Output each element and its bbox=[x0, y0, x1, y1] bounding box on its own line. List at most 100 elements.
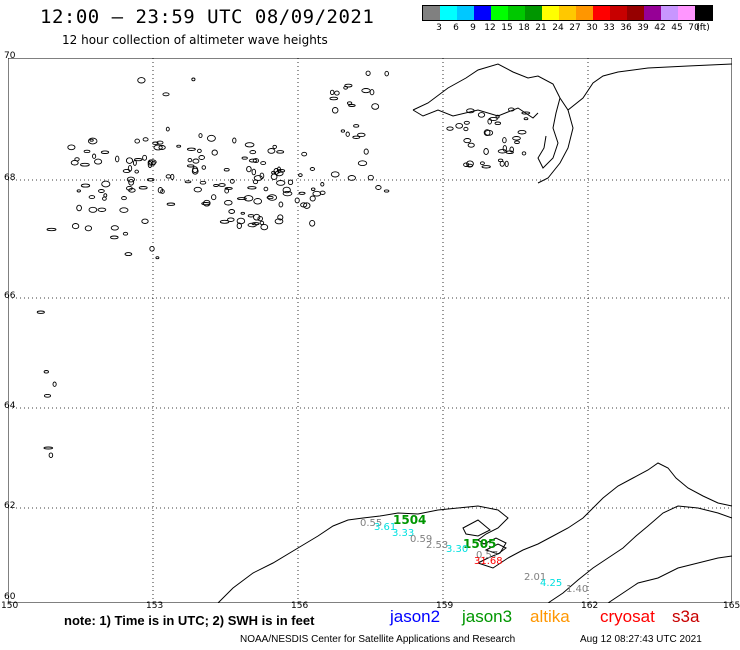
lake bbox=[463, 138, 472, 144]
lake bbox=[294, 197, 300, 204]
lake bbox=[502, 137, 507, 144]
lake bbox=[191, 167, 199, 175]
lake bbox=[122, 168, 131, 174]
timestamp: Aug 12 08:27:43 UTC 2021 bbox=[580, 634, 702, 645]
legend-swatch bbox=[576, 6, 593, 20]
lake bbox=[244, 142, 255, 148]
latitude-label: 60 bbox=[4, 592, 16, 602]
pass-id-label: 1504 bbox=[393, 513, 426, 527]
lake bbox=[126, 176, 135, 183]
lake bbox=[249, 150, 257, 155]
lake bbox=[514, 140, 520, 144]
legend-swatch bbox=[610, 6, 627, 20]
latitude-label: 62 bbox=[4, 501, 16, 511]
lake bbox=[345, 131, 350, 137]
legend-label: 30 bbox=[586, 23, 598, 33]
lake bbox=[487, 118, 492, 125]
lake bbox=[184, 180, 192, 184]
latitude-label: 64 bbox=[4, 401, 16, 411]
legend-swatch bbox=[457, 6, 474, 20]
lake bbox=[276, 166, 282, 174]
lake bbox=[272, 144, 277, 149]
lake bbox=[110, 225, 119, 231]
lake bbox=[276, 150, 285, 154]
lake bbox=[477, 112, 486, 118]
legend-label: 15 bbox=[501, 23, 513, 33]
lake bbox=[142, 137, 149, 142]
lake bbox=[88, 195, 96, 200]
map-title: 12:00 – 23:59 UTC 08/09/2021 bbox=[40, 6, 375, 28]
lake bbox=[331, 107, 339, 114]
lake bbox=[357, 160, 368, 167]
legend-swatch bbox=[644, 6, 661, 20]
lake bbox=[157, 187, 164, 194]
lake bbox=[246, 165, 252, 173]
lake bbox=[329, 89, 335, 96]
lake bbox=[497, 149, 508, 154]
footer-note: note: 1) Time is in UTC; 2) SWH is in fe… bbox=[64, 613, 315, 628]
lake bbox=[483, 129, 491, 136]
lake bbox=[89, 138, 94, 142]
lake bbox=[481, 165, 491, 169]
lake bbox=[43, 446, 54, 450]
lake bbox=[303, 202, 311, 209]
lake bbox=[36, 310, 45, 314]
lake bbox=[186, 164, 195, 168]
lake bbox=[329, 96, 339, 101]
lake bbox=[274, 218, 284, 225]
lake bbox=[192, 158, 200, 164]
lake bbox=[276, 180, 286, 186]
lake bbox=[260, 223, 269, 231]
lake bbox=[76, 189, 81, 193]
lake bbox=[352, 135, 361, 139]
lake bbox=[87, 137, 98, 145]
lake bbox=[211, 194, 217, 201]
lake bbox=[211, 149, 218, 156]
lake bbox=[228, 209, 236, 214]
lake bbox=[375, 185, 382, 190]
lake bbox=[201, 165, 207, 170]
lake bbox=[115, 155, 120, 163]
kenai-coast bbox=[217, 505, 509, 603]
satellite-label-altika: altika bbox=[530, 607, 570, 626]
legend-label: 45 bbox=[671, 23, 683, 33]
lake bbox=[243, 195, 254, 202]
lake bbox=[162, 92, 170, 97]
lake bbox=[251, 168, 257, 176]
lake bbox=[232, 137, 237, 144]
lake bbox=[146, 178, 155, 182]
lake bbox=[384, 70, 389, 77]
legend-label: (ft) bbox=[696, 23, 710, 33]
longitude-label: 150 bbox=[1, 601, 19, 611]
lake bbox=[466, 108, 475, 114]
lake bbox=[252, 179, 259, 185]
lake bbox=[97, 207, 107, 212]
lake bbox=[344, 83, 353, 88]
kodiak-coast bbox=[607, 555, 732, 603]
lake bbox=[483, 148, 489, 155]
lake bbox=[192, 166, 199, 174]
legend-label: 6 bbox=[453, 23, 459, 33]
lake bbox=[187, 157, 193, 163]
lake bbox=[466, 163, 474, 168]
kotzebue-sound bbox=[537, 97, 561, 169]
lake bbox=[142, 154, 148, 161]
lakes bbox=[36, 70, 531, 458]
lake bbox=[74, 157, 80, 162]
lake bbox=[134, 169, 139, 174]
legend-label: 24 bbox=[552, 23, 564, 33]
lake bbox=[446, 126, 454, 131]
lake bbox=[253, 198, 263, 205]
lake bbox=[251, 222, 260, 226]
lake bbox=[253, 175, 263, 181]
wave-height-value: 0.57 bbox=[476, 550, 498, 561]
lake bbox=[253, 213, 261, 221]
legend-labels: 3 6 9 12 15 18 21 24 27 30 33 36 39 42 45 70 (ft) bbox=[422, 21, 713, 35]
legend-color-bar bbox=[422, 5, 713, 21]
legend-label: 18 bbox=[518, 23, 530, 33]
lake bbox=[165, 126, 170, 132]
latitude-label: 66 bbox=[4, 291, 16, 301]
lake bbox=[383, 189, 390, 193]
lake bbox=[266, 195, 274, 200]
